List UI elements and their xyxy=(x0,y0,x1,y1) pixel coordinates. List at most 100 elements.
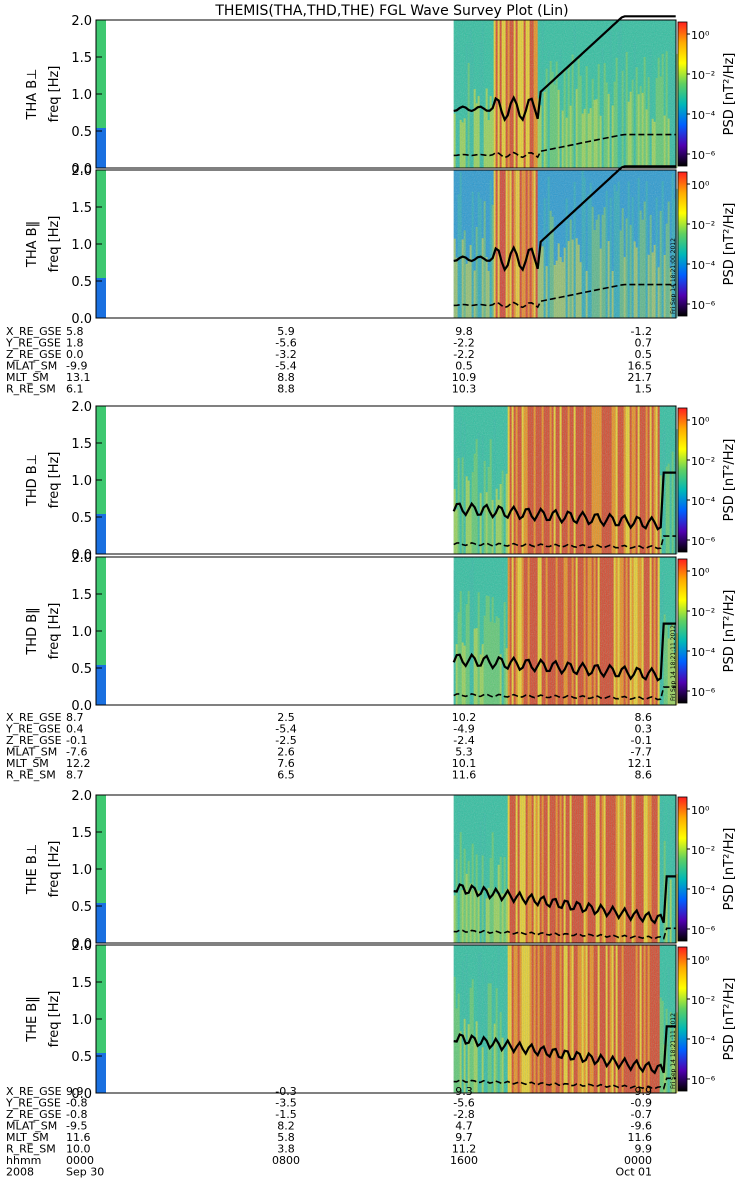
y-tick-label: 0.0 xyxy=(71,937,92,952)
y-tick-label: 1.5 xyxy=(71,826,92,841)
ephemeris-table-thd: X_RE_GSEY_RE_GSEZ_RE_GSEMLAT_SMMLT_SMR_R… xyxy=(5,711,652,782)
ephemeris-value: 6.5 xyxy=(277,769,295,782)
ephemeris-value: -4.9 xyxy=(453,723,474,736)
y-axis-label: freq [Hz] xyxy=(47,216,62,273)
ephemeris-label: 2008 xyxy=(6,1166,34,1179)
y-tick-label: 1.5 xyxy=(71,437,92,452)
y-axis-label: freq [Hz] xyxy=(47,841,62,898)
colorbar-tick-label: 10⁻⁴ xyxy=(691,109,716,122)
y-tick-label: 0.5 xyxy=(71,125,92,140)
y-tick-label: 1.0 xyxy=(71,625,92,640)
ephemeris-value: 13.1 xyxy=(66,371,91,384)
panel-label: THD B‖ xyxy=(25,607,40,655)
y-tick-label: 2.0 xyxy=(71,551,92,566)
spectrogram-noise xyxy=(453,795,676,943)
colorbar: 10⁰ 10⁻² 10⁻⁴ 10⁻⁶ PSD [nT²/Hz] xyxy=(677,21,737,167)
ephemeris-label: X_RE_GSE xyxy=(6,711,62,724)
ephemeris-value: 9.9 xyxy=(635,1143,653,1156)
colorbar-scale xyxy=(677,171,688,317)
plot-timestamp: Fri Sep 14 18:21:00 2012 xyxy=(670,238,677,314)
gyrofrequency-trace xyxy=(453,1025,676,1075)
spectrogram-noise xyxy=(453,20,676,168)
ephemeris-value: -5.6 xyxy=(275,337,296,350)
spectrogram-noise xyxy=(453,557,676,705)
ephemeris-value: 10.9 xyxy=(452,371,477,384)
colorbar-tick-label: 10⁻⁶ xyxy=(691,1074,716,1087)
colorbar-tick-label: 10⁰ xyxy=(691,179,710,192)
spectrogram-stripe xyxy=(675,53,678,168)
ephemeris-value: 0.5 xyxy=(635,348,653,361)
ephemeris-value: 10.0 xyxy=(66,1143,91,1156)
plot-title: THEMIS(THA,THD,THE) FGL Wave Survey Plot… xyxy=(214,3,568,19)
early-spectrum-low-band xyxy=(96,903,106,943)
ephemeris-label: MLAT_SM xyxy=(6,360,57,373)
ephemeris-value: 1.8 xyxy=(66,337,84,350)
ephemeris-value: 8.7 xyxy=(66,711,84,724)
ephemeris-table-the: X_RE_GSEY_RE_GSEZ_RE_GSEMLAT_SMMLT_SMR_R… xyxy=(5,1085,652,1179)
colorbar: 10⁰ 10⁻² 10⁻⁴ 10⁻⁶ PSD [nT²/Hz] xyxy=(677,946,737,1092)
colorbar-tick-label: 10⁻⁶ xyxy=(691,535,716,548)
ephemeris-value: -5.4 xyxy=(275,360,296,373)
colorbar: 10⁰ 10⁻² 10⁻⁴ 10⁻⁶ PSD [nT²/Hz] xyxy=(677,796,737,942)
gyrofrequency-fraction-trace xyxy=(453,1077,676,1090)
colorbar-scale xyxy=(677,558,688,704)
colorbar-tick-label: 10⁰ xyxy=(691,415,710,428)
ephemeris-value: -5.4 xyxy=(275,723,296,736)
y-tick-label: 1.0 xyxy=(71,238,92,253)
ephemeris-value: -0.1 xyxy=(66,734,87,747)
y-tick-label: 1.0 xyxy=(71,88,92,103)
ephemeris-value: -1.5 xyxy=(275,1108,296,1121)
ephemeris-value: 8.7 xyxy=(66,769,84,782)
colorbar-tick-label: 10⁰ xyxy=(691,566,710,579)
ephemeris-value: -9.5 xyxy=(66,1120,87,1133)
ephemeris-value: 5.9 xyxy=(277,325,295,338)
spectrogram-noise xyxy=(453,945,676,1093)
ephemeris-value: 16.5 xyxy=(628,360,653,373)
spectrogram-stripe xyxy=(675,429,678,554)
colorbar-scale xyxy=(677,407,688,553)
ephemeris-label: Y_RE_GSE xyxy=(5,723,61,736)
y-tick-label: 2.0 xyxy=(71,164,92,179)
spectrogram-panel-the-perp: 0.0 0.5 1.0 1.5 2.0 freq [Hz] THE B⊥ 10⁰ 10⁻² 10⁻… xyxy=(25,789,737,952)
ephemeris-value: -9.9 xyxy=(66,360,87,373)
ephemeris-value: 4.7 xyxy=(455,1120,473,1133)
colorbar-tick-label: 10⁻⁶ xyxy=(691,149,716,162)
ephemeris-label: hhmm xyxy=(6,1154,41,1167)
y-tick-label: 0.0 xyxy=(71,162,92,177)
ephemeris-value: 11.6 xyxy=(452,769,477,782)
ephemeris-value: 0800 xyxy=(272,1154,300,1167)
colorbar-tick-label: 10⁻⁴ xyxy=(691,1034,716,1047)
y-tick-label: 0.5 xyxy=(71,511,92,526)
spectrogram-panel-thd-perp: 0.0 0.5 1.0 1.5 2.0 freq [Hz] THD B⊥ 10⁰ 10⁻² 10⁻… xyxy=(25,400,737,563)
ephemeris-table-tha: X_RE_GSEY_RE_GSEZ_RE_GSEMLAT_SMMLT_SMR_R… xyxy=(5,325,652,396)
early-spectrum-low-band xyxy=(96,278,106,318)
colorbar-tick-label: 10⁻² xyxy=(691,844,715,857)
plot-timestamp: Fri Sep 14 18:21:11 2012 xyxy=(670,1013,677,1089)
colorbar: 10⁰ 10⁻² 10⁻⁴ 10⁻⁶ PSD [nT²/Hz] xyxy=(677,558,737,704)
spectrogram-noise xyxy=(453,406,676,554)
y-tick-label: 0.0 xyxy=(71,699,92,714)
ephemeris-label: R_RE_SM xyxy=(6,1143,56,1156)
ephemeris-value: 9.9 xyxy=(635,1085,653,1098)
ephemeris-value: 5.3 xyxy=(455,746,473,759)
ephemeris-value: 0000 xyxy=(66,1154,94,1167)
ephemeris-label: MLAT_SM xyxy=(6,1120,57,1133)
colorbar-label: PSD [nT²/Hz] xyxy=(722,203,737,286)
colorbar-tick-label: 10⁻² xyxy=(691,69,715,82)
y-tick-label: 1.0 xyxy=(71,1013,92,1028)
ephemeris-value: -0.7 xyxy=(631,1108,652,1121)
colorbar-label: PSD [nT²/Hz] xyxy=(722,828,737,911)
y-axis-label: freq [Hz] xyxy=(47,452,62,509)
colorbar-tick-label: 10⁻⁴ xyxy=(691,495,716,508)
ephemeris-value: 8.6 xyxy=(635,711,653,724)
ephemeris-value: 10.3 xyxy=(452,383,477,396)
y-axis-label: freq [Hz] xyxy=(47,66,62,123)
ephemeris-value: 8.2 xyxy=(277,1120,295,1133)
ephemeris-value: -5.6 xyxy=(453,1097,474,1110)
colorbar-tick-label: 10⁻² xyxy=(691,606,715,619)
y-tick-label: 0.5 xyxy=(71,1050,92,1065)
ephemeris-label: MLT_SM xyxy=(6,371,49,384)
ephemeris-value: 0.7 xyxy=(635,337,653,350)
panel-label: THE B⊥ xyxy=(25,844,40,895)
